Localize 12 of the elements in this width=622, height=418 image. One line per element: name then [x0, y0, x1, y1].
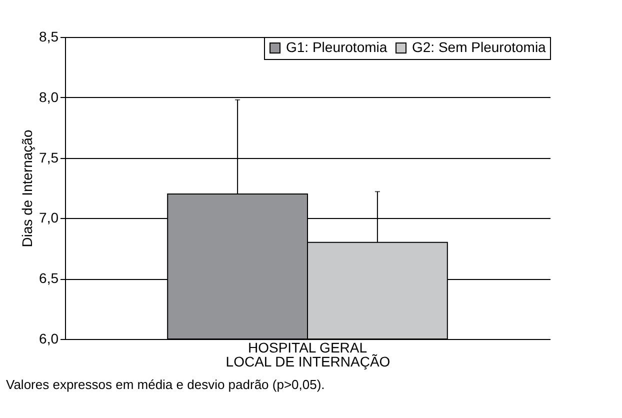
y-tick-label: 6,0 [39, 330, 59, 346]
legend-label: G2: Sem Pleurotomia [412, 39, 546, 55]
y-tick-label: 8,0 [39, 88, 59, 105]
x-tick-label: HOSPITAL GERAL [248, 340, 368, 356]
y-tick-label: 7,5 [39, 149, 59, 166]
y-axis-title: Dias de Internação [19, 130, 36, 248]
y-tick-label: 7,0 [39, 210, 59, 226]
y-tick-label: 8,5 [39, 28, 59, 44]
legend-label: G1: Pleurotomia [286, 39, 388, 55]
x-axis-title: LOCAL DE INTERNAÇÃO [226, 354, 390, 370]
text: Valores expressos em média e desvio padrão (p>0,05). [5, 376, 326, 394]
y-tick-label: 6,5 [39, 270, 59, 286]
